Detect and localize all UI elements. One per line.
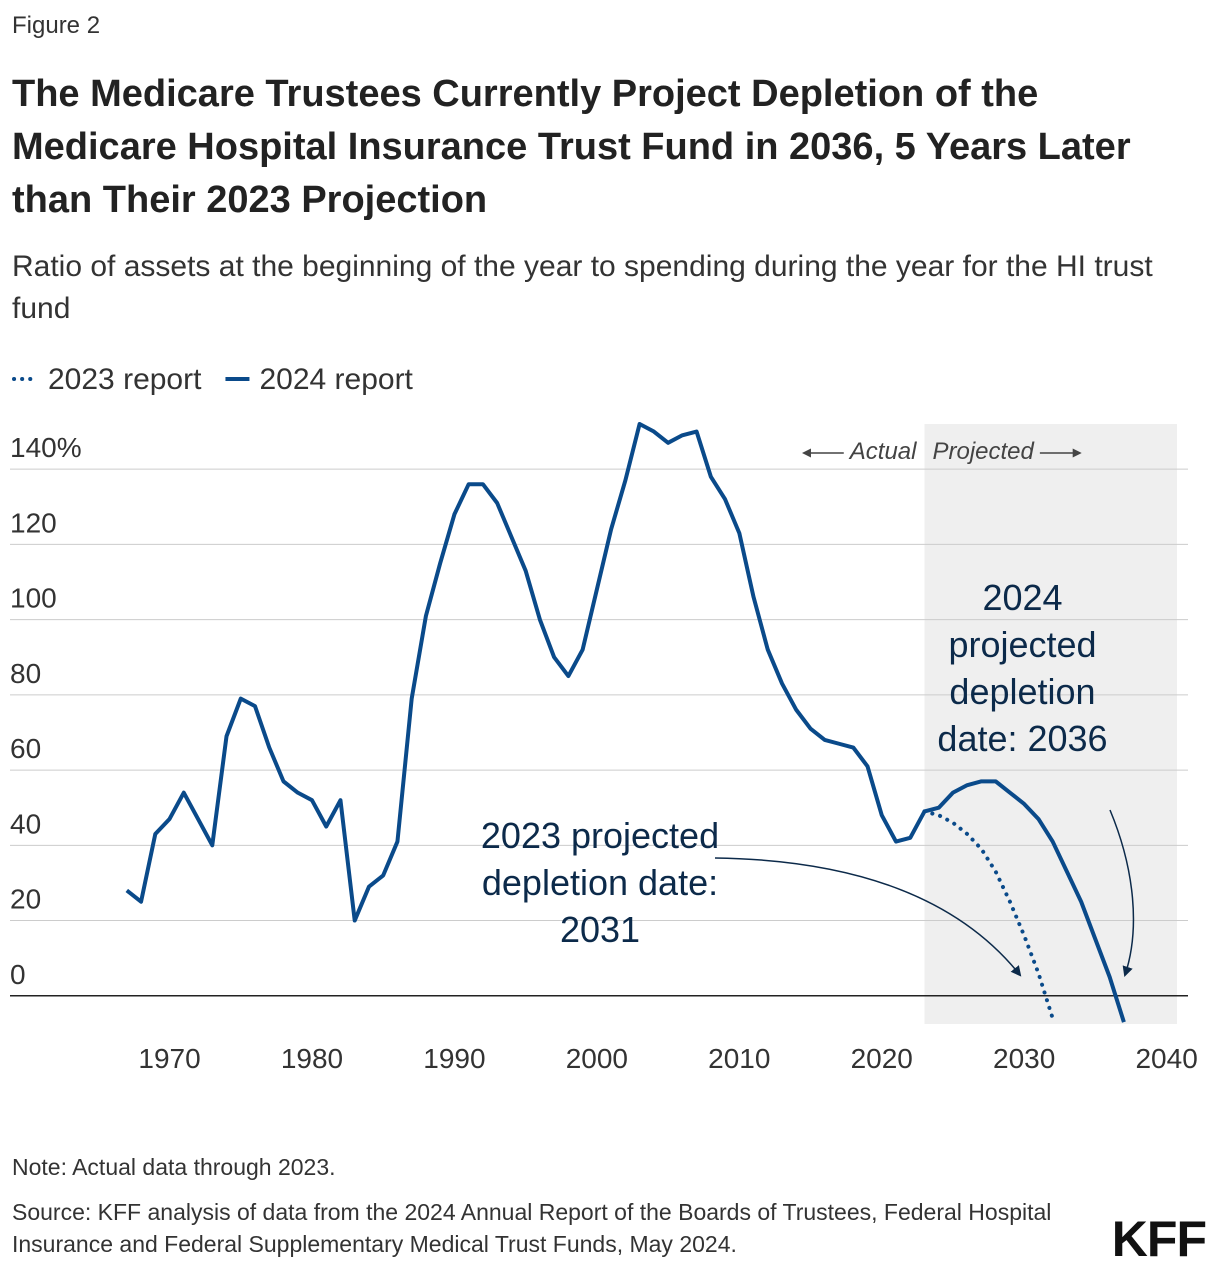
x-tick-label: 2040 (1135, 1043, 1197, 1074)
annotation-arrow (1109, 809, 1135, 977)
data-line (125, 422, 1126, 1023)
data-line (922, 809, 1055, 1021)
x-tick-label: 2030 (993, 1043, 1055, 1074)
y-tick-label: 140% (10, 432, 82, 463)
x-tick-label: 2010 (708, 1043, 770, 1074)
y-tick-label: 40 (10, 808, 41, 839)
x-tick-label: 1990 (423, 1043, 485, 1074)
y-tick-label: 20 (10, 884, 41, 915)
chart-subtitle: Ratio of assets at the beginning of the … (12, 250, 1153, 325)
x-tick-label: 1980 (281, 1043, 343, 1074)
period-label: Projected (932, 438, 1034, 465)
period-label: Actual (848, 438, 917, 465)
legend-label: 2023 report (48, 363, 202, 396)
y-tick-label: 60 (10, 733, 41, 764)
annotation: 2024 projected depletion date: 2036 (937, 577, 1108, 759)
logo: KFF (1111, 1211, 1207, 1267)
chart-title: The Medicare Trustees Currently Project … (12, 73, 1131, 221)
y-tick-label: 120 (10, 507, 57, 538)
y-tick-label: 80 (10, 658, 41, 689)
x-tick-label: 1970 (138, 1043, 200, 1074)
figure-label: Figure 2 (12, 12, 101, 39)
source: Source: KFF analysis of data from the 20… (12, 1199, 1052, 1257)
note: Note: Actual data through 2023. (12, 1154, 336, 1180)
y-tick-label: 0 (10, 959, 26, 990)
annotation-arrow (714, 857, 1022, 977)
y-tick-label: 100 (10, 583, 57, 614)
annotation: 2023 projected depletion date: 2031 (480, 815, 720, 950)
legend-label: 2024 report (259, 363, 413, 396)
x-tick-label: 2020 (851, 1043, 913, 1074)
x-tick-label: 2000 (566, 1043, 628, 1074)
